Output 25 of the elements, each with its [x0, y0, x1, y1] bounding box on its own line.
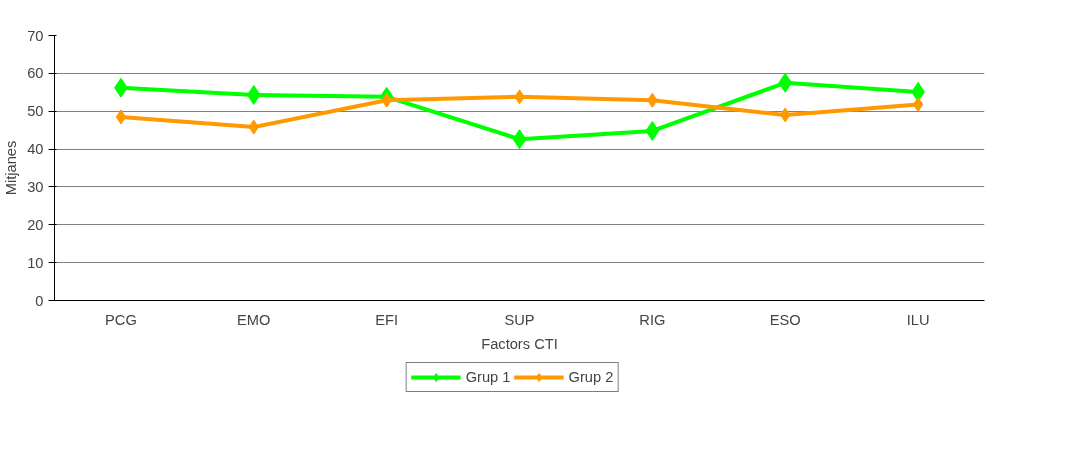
- x-tick-label: ILU: [906, 311, 930, 328]
- y-tick-label: 0: [35, 292, 44, 309]
- y-tick-label: 50: [27, 103, 44, 120]
- point: [645, 120, 660, 141]
- point: [778, 72, 793, 93]
- x-axis-title: Factors CTI: [481, 335, 558, 352]
- y-tick-label: 10: [27, 254, 44, 271]
- x-tick-label: EMO: [237, 311, 271, 328]
- x-tick-label: EFI: [375, 311, 399, 328]
- y-tick-label: 20: [27, 216, 44, 233]
- y-tick-label: 30: [27, 178, 44, 195]
- point: [115, 109, 127, 125]
- x-tick-label: SUP: [504, 311, 535, 328]
- point: [512, 129, 527, 150]
- y-tick-label: 70: [27, 27, 44, 44]
- x-tick-label: ESO: [769, 311, 801, 328]
- legend-label: Grup 1: [465, 368, 511, 385]
- y-tick-label: 40: [27, 141, 44, 158]
- point: [912, 96, 924, 112]
- point: [246, 84, 261, 105]
- x-tick-label: RIG: [639, 311, 666, 328]
- y-axis-title: Mitjanes: [3, 140, 20, 196]
- y-tick-label: 60: [27, 65, 44, 82]
- legend-label: Grup 2: [568, 368, 614, 385]
- x-tick-label: PCG: [105, 311, 137, 328]
